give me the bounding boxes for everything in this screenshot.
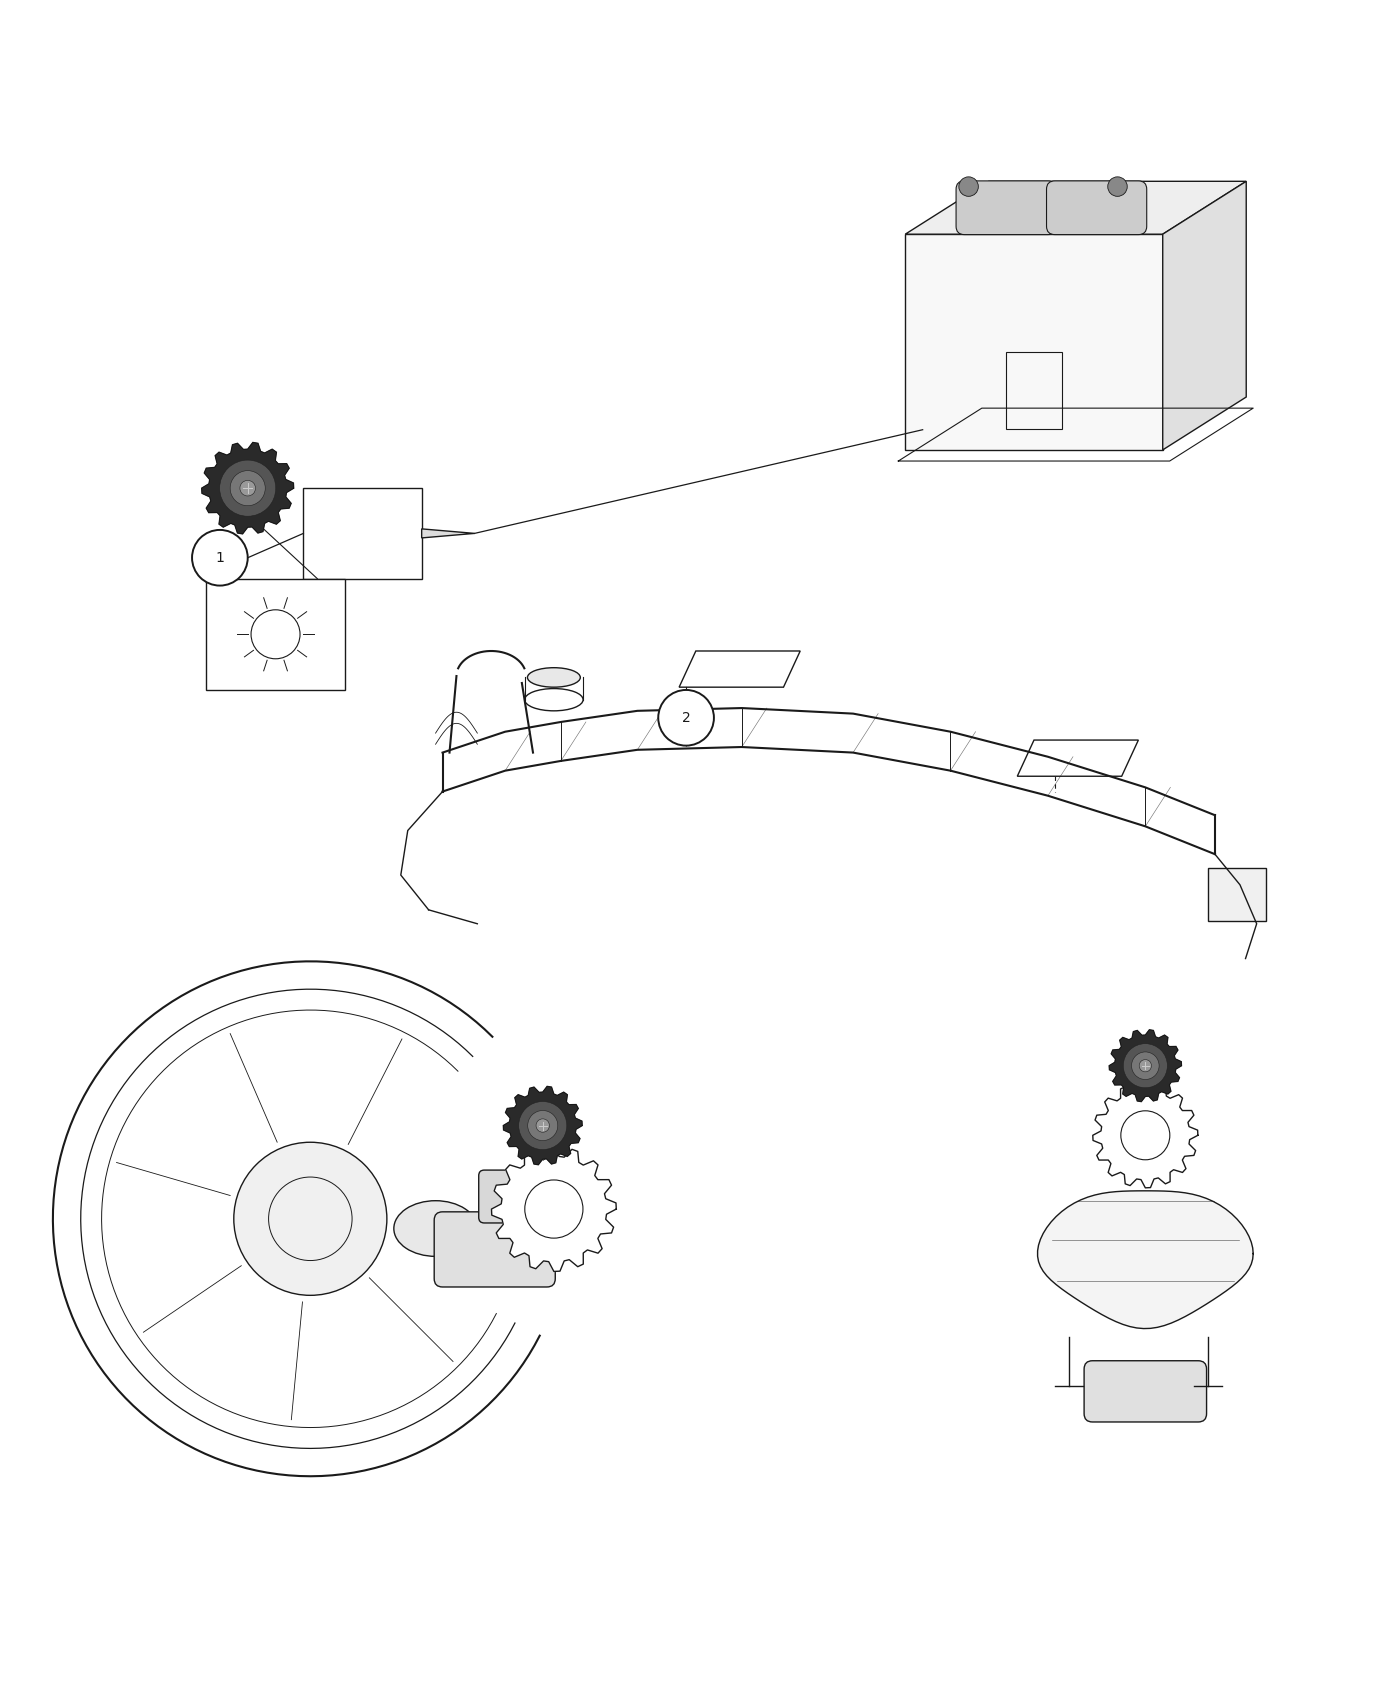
Circle shape [1107,177,1127,196]
Ellipse shape [393,1200,477,1256]
Text: 1: 1 [216,551,224,564]
FancyBboxPatch shape [1084,1360,1207,1421]
Polygon shape [202,442,294,534]
Circle shape [658,690,714,746]
Ellipse shape [528,668,581,687]
Bar [1208,869,1267,921]
Ellipse shape [525,688,582,711]
Polygon shape [1037,1190,1253,1329]
Polygon shape [1109,1030,1182,1102]
Polygon shape [906,235,1163,450]
Polygon shape [1018,740,1138,777]
Polygon shape [1093,1083,1198,1188]
Circle shape [220,461,276,517]
Circle shape [1131,1052,1159,1080]
Circle shape [959,177,979,196]
Circle shape [239,481,256,496]
Polygon shape [679,651,801,687]
Text: 2: 2 [682,711,690,724]
Polygon shape [1163,182,1246,450]
Circle shape [192,530,248,585]
Bar [304,488,421,578]
Polygon shape [906,182,1246,235]
Circle shape [528,1110,557,1141]
Bar [206,578,346,690]
FancyBboxPatch shape [479,1170,557,1222]
Circle shape [234,1142,386,1295]
Bar [1007,352,1061,428]
FancyBboxPatch shape [956,180,1056,235]
Circle shape [536,1119,549,1132]
FancyBboxPatch shape [1047,180,1147,235]
Circle shape [1123,1044,1168,1088]
Circle shape [1140,1059,1151,1071]
FancyBboxPatch shape [434,1212,556,1287]
Polygon shape [491,1146,616,1272]
Circle shape [230,471,265,505]
Circle shape [518,1102,567,1149]
Polygon shape [421,529,475,537]
Polygon shape [504,1086,582,1164]
